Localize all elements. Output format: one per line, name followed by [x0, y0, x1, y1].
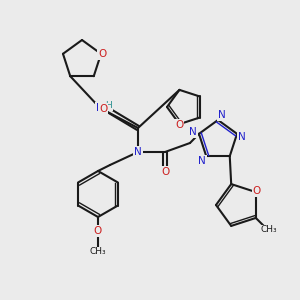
Text: N: N	[238, 132, 246, 142]
Text: O: O	[98, 49, 106, 59]
Text: O: O	[162, 167, 170, 177]
Text: O: O	[175, 120, 184, 130]
Text: N: N	[189, 127, 197, 137]
Text: O: O	[253, 186, 261, 196]
Text: O: O	[94, 226, 102, 236]
Text: CH₃: CH₃	[260, 225, 277, 234]
Text: N: N	[198, 156, 206, 166]
Text: H: H	[106, 101, 112, 110]
Text: N: N	[96, 103, 104, 113]
Text: O: O	[99, 104, 107, 114]
Text: CH₃: CH₃	[90, 248, 106, 256]
Text: N: N	[134, 147, 142, 157]
Text: N: N	[218, 110, 226, 120]
